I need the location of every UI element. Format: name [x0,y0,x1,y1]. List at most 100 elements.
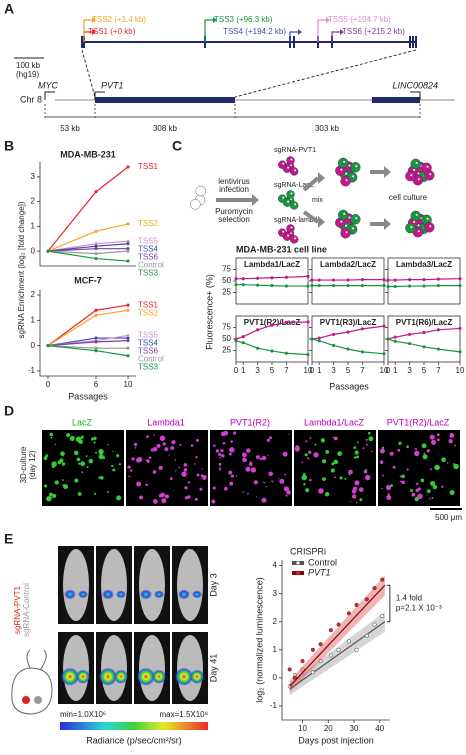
nucleus [426,165,429,168]
tss-arrow [317,19,326,42]
nucleus [290,192,293,195]
axes [39,290,136,377]
nucleus [345,231,348,234]
point [372,586,377,591]
spheroid [322,477,326,481]
point [436,347,441,351]
tss-arrow [83,19,92,42]
spheroid [107,491,110,493]
tss-arrow-head [213,17,217,23]
spheroid [76,457,81,462]
spheroid [429,497,431,500]
spheroid [222,441,226,445]
spheroid [429,434,435,440]
gene-label: LINC00824 [392,80,438,90]
x-tick-label: 3 [255,366,260,375]
cell [195,185,206,197]
point [287,667,292,672]
spheroid [453,463,459,470]
nucleus [343,160,346,163]
legend-label: Control [308,557,337,567]
spheroid [49,432,53,437]
nucleus [410,226,413,229]
point [310,670,315,675]
spheroid [183,463,188,467]
spheroid [43,456,48,461]
spheroid [86,466,89,469]
x-tick-label: 5 [270,366,275,375]
point [310,647,315,652]
step-label: selection [218,215,250,224]
spheroid [51,464,55,468]
signal [99,667,117,686]
spheroid [246,448,251,453]
spheroid [399,475,402,478]
point [407,284,412,288]
spheroid [98,448,104,455]
spheroid [255,455,260,460]
spheroid [219,456,221,459]
series-label: TSS4 [138,339,159,348]
spheroid [379,448,385,454]
spheroid [181,471,187,477]
series-label: TSS3 [138,363,159,372]
point [94,308,98,312]
spheroid [81,471,84,474]
nucleus [352,175,355,178]
spheroid [420,478,425,483]
nucleus [429,225,432,228]
signal [76,669,90,684]
mouse [101,635,127,701]
spheroid [230,474,234,478]
spheroid [387,493,390,496]
point [354,647,359,652]
spheroid [269,436,273,440]
point [94,256,98,261]
tss-arrow-head [326,17,330,23]
image-label: PVT1(R2) [230,417,270,427]
y-tick-label: 3 [31,172,36,181]
point [407,277,412,282]
legend-title: CRISPRi [290,546,326,556]
point [94,247,98,251]
point [270,323,274,327]
point [306,352,310,357]
point [310,278,314,282]
spheroid [392,465,396,469]
tss-label: TSS6 (+215.2 kb) [342,27,405,36]
point [234,277,238,281]
point [380,614,385,619]
point [255,283,260,287]
nucleus [345,172,348,175]
nucleus [343,212,346,215]
step-label: Puromycin [215,207,253,216]
point [306,274,310,279]
spheroid [381,487,383,490]
mouse [63,549,89,621]
spheroid [268,471,273,477]
nucleus [417,172,420,175]
chart-header: MDA-MB-231 cell line [236,244,327,254]
x-tick-label: 10 [380,366,389,375]
spheroid [309,478,312,482]
point [382,283,386,288]
spheroid [133,442,138,447]
arrow-head [384,218,391,230]
point [94,313,98,317]
axes [39,162,136,267]
side-label: (day 12) [28,450,37,480]
series-label: TSS2 [138,308,159,317]
gene-pvt1 [95,97,235,103]
spheroid [178,466,181,469]
spheroid [73,450,79,456]
step-label: infection [219,185,249,194]
tumor [34,696,42,704]
spheroid [218,452,222,456]
spheroid [44,484,48,488]
spheroid [54,443,56,446]
nucleus [348,164,351,167]
spheroid [385,484,392,491]
spheroid [211,499,216,504]
spheroid [95,451,98,454]
spheroid [230,440,233,443]
